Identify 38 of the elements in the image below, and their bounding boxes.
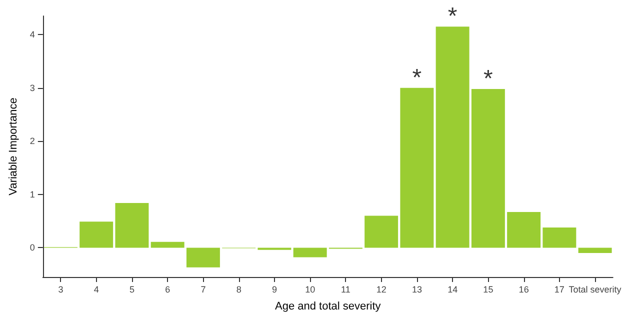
x-tick-label: 13 — [412, 284, 422, 294]
y-tick-label: 1 — [30, 189, 35, 200]
x-tick-label: 14 — [448, 284, 458, 294]
x-tick-label: 17 — [554, 284, 564, 294]
bar — [80, 222, 114, 248]
bar — [507, 212, 541, 248]
bar — [364, 216, 398, 248]
x-tick-label: 7 — [200, 284, 206, 294]
y-tick-label: 2 — [30, 136, 35, 146]
y-tick-label: 0 — [30, 242, 35, 253]
x-tick-label: 10 — [305, 284, 316, 294]
bar — [150, 242, 184, 248]
x-tick-label: 6 — [165, 284, 170, 294]
x-tick-label: 5 — [129, 284, 134, 294]
y-tick-label: 4 — [30, 30, 35, 40]
bar — [578, 248, 612, 254]
annotation: * — [412, 64, 422, 92]
bar — [436, 26, 470, 248]
x-tick-label: 3 — [58, 284, 64, 294]
x-tick-label: Total severity — [568, 284, 622, 294]
y-axis-title: Variable Importance — [8, 98, 20, 196]
annotation: * — [448, 3, 458, 30]
bar — [400, 88, 434, 248]
bar — [186, 248, 220, 268]
x-axis-title: Age and total severity — [274, 300, 382, 312]
x-tick-label: 15 — [483, 284, 494, 294]
x-tick-label: 11 — [341, 284, 350, 294]
annotation: * — [484, 65, 493, 92]
x-tick-label: 16 — [518, 284, 529, 294]
x-tick-label: 4 — [94, 284, 99, 294]
bar — [542, 227, 576, 248]
bar — [471, 88, 505, 248]
x-tick-label: 12 — [376, 284, 386, 294]
x-tick-label: 9 — [272, 284, 277, 294]
bar — [115, 202, 149, 248]
y-tick-label: 3 — [30, 82, 35, 93]
x-tick-label: 8 — [236, 284, 242, 294]
bar — [293, 248, 327, 258]
